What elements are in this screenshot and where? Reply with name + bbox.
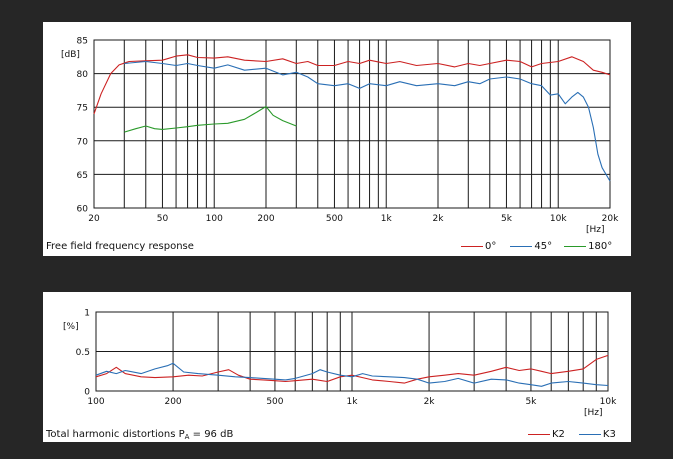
legend-swatch-k3 [578,434,601,435]
chart1-xtick-label: 1k [381,214,393,224]
legend-label-k3: K3 [602,429,616,440]
chart1-xlabel: [Hz] [586,225,605,235]
chart1-series-line [124,105,297,133]
legend-swatch-180deg [564,246,587,247]
chart2-xtick-label: 100 [87,397,104,407]
chart1-series-line [124,60,611,182]
frequency-response-chart: 60 65 70 75 80 85 20 50 100 200 500 1k 2k 5k 10k 20k [dB… [61,37,619,236]
chart2-xtick-label: 5k [525,397,537,407]
chart1-ytick-label: 70 [77,137,89,147]
chart2-ytick-label: 0 [84,388,90,398]
legend-swatch-k2 [528,434,550,435]
chart1-xtick-label: 500 [326,214,343,224]
chart2-xlabel: [Hz] [584,408,603,418]
chart2-ytick-label: 0.5 [76,348,90,358]
chart1-plot-frame [93,39,611,209]
frequency-response-legend: 0° 45° 180° [461,241,612,252]
legend-swatch-45deg [510,246,533,247]
distortion-panel: 0 0.5 1 100 200 500 1k 2k 5k 10k [%] [Hz] Total har… [43,292,631,442]
frequency-response-panel: 60 65 70 75 80 85 20 50 100 200 500 1k 2k 5k 10k 20k [dB… [43,22,631,256]
chart1-xtick-label: 20 [88,214,100,224]
legend-label-180deg: 180° [588,241,613,252]
legend-label-k2: K2 [552,429,565,440]
chart1-ytick-label: 75 [77,104,88,114]
legend-label-0deg: 0° [485,241,497,252]
chart2-xtick-label: 200 [164,397,181,407]
chart2-xtick-label: 1k [347,397,359,407]
distortion-legend: K2 K3 [528,429,616,440]
chart2-xtick-label: 2k [424,397,436,407]
legend-label-45deg: 45° [534,241,553,252]
chart1-ytick-label: 80 [77,70,89,80]
frequency-response-title: Free field frequency response [46,241,194,252]
chart1-series-line [93,54,611,115]
chart1-ytick-label: 60 [77,205,89,215]
distortion-title: Total harmonic distortions PA = 96 dB [46,429,234,441]
chart2-xtick-label: 10k [600,397,617,407]
chart1-xtick-label: 50 [157,214,169,224]
chart1-xtick-label: 10k [550,214,567,224]
chart2-plot-frame [95,311,609,392]
chart2-xtick-label: 500 [266,397,283,407]
legend-swatch-0deg [461,246,483,247]
chart1-xtick-label: 5k [501,214,513,224]
chart1-xtick-label: 200 [257,214,274,224]
chart1-xtick-label: 20k [602,214,619,224]
chart1-ylabel: [dB] [61,50,80,60]
chart1-ytick-label: 85 [77,37,88,47]
distortion-chart: 0 0.5 1 100 200 500 1k 2k 5k 10k [%] [Hz] [63,309,617,419]
chart2-ytick-label: 1 [84,309,90,319]
chart1-ytick-label: 65 [77,171,88,181]
chart2-ylabel: [%] [63,322,79,332]
chart1-xtick-label: 2k [433,214,445,224]
chart1-xtick-label: 100 [206,214,223,224]
chart2-series-line [95,362,609,387]
